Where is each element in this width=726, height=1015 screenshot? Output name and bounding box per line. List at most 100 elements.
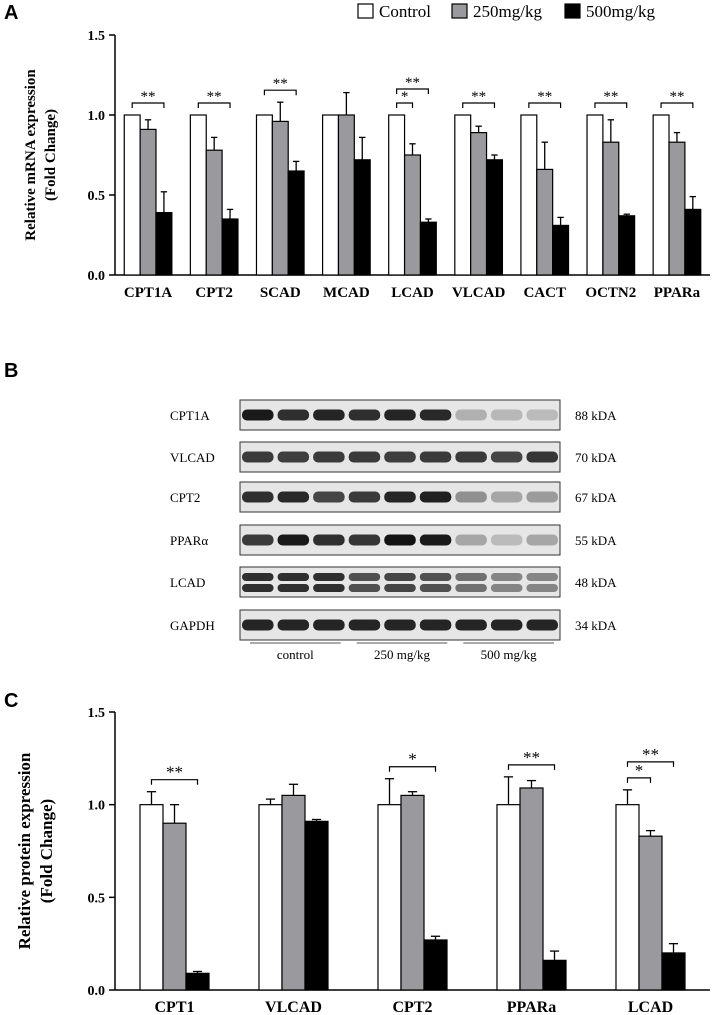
bar (155, 212, 173, 276)
blot-band (348, 534, 381, 546)
y-axis-label-line2: (Fold Change) (43, 109, 59, 201)
legend-swatch (564, 3, 581, 19)
blot-band (419, 619, 452, 631)
blot-band (384, 573, 416, 581)
blot-kda-label: 55 kDA (575, 533, 617, 548)
bar (470, 132, 488, 276)
bar (185, 972, 210, 991)
blot-band (348, 584, 381, 592)
blot-band (348, 409, 381, 421)
significance-mark: * (408, 750, 417, 769)
category-label: PPARa (654, 285, 701, 300)
blot-kda-label: 88 kDA (575, 408, 617, 423)
blot-band (526, 584, 558, 592)
blot-band (526, 573, 558, 581)
significance-bracket (131, 102, 165, 108)
blot-band (384, 491, 416, 503)
blot-band (242, 619, 274, 631)
blot-band (490, 409, 523, 421)
bar (258, 804, 283, 991)
panel-label-c: C (4, 690, 19, 712)
bar (586, 114, 604, 276)
bar (661, 952, 686, 991)
blot-band (277, 584, 310, 592)
blot-band (419, 409, 452, 421)
blot-band (419, 573, 452, 581)
category-label: LCAD (391, 285, 434, 300)
significance-bracket (626, 777, 652, 783)
bar (403, 154, 422, 276)
blot-band (455, 619, 487, 631)
panel-label-b: B (4, 360, 19, 382)
blot-band (348, 573, 381, 581)
blot-band (526, 619, 558, 631)
bar (542, 959, 567, 991)
category-label: CPT2 (195, 285, 233, 300)
bar (255, 114, 273, 276)
bar (615, 804, 640, 991)
bar (377, 804, 402, 991)
blot-kda-label: 67 kDA (575, 490, 617, 505)
blot-band (384, 584, 416, 592)
blot-band (419, 491, 452, 503)
bar (139, 804, 164, 991)
blot-band (526, 534, 558, 546)
significance-bracket (150, 779, 199, 785)
significance-mark: * (635, 761, 644, 780)
blot-band (384, 534, 416, 546)
blot-band (348, 619, 381, 631)
y-tick-label: 1.0 (88, 799, 106, 814)
bar (520, 114, 538, 276)
blot-band (242, 534, 274, 546)
significance-bracket (528, 102, 562, 108)
blot-band (455, 409, 487, 421)
category-label: VLCAD (265, 999, 322, 1015)
blot-band (490, 491, 523, 503)
blot-group-label: control (277, 647, 314, 662)
mrna-bar-chart: Control 250mg/kg 500mg/kg 0.0 0.5 1.0 1.5 Relat… (23, 2, 710, 300)
y-tick-label: 0.0 (88, 269, 106, 284)
y-axis-label-line1: Relative mRNA expression (23, 69, 39, 241)
y-tick-label: 0.5 (88, 189, 106, 204)
legend-label: 500mg/kg (586, 2, 655, 21)
significance-mark: ** (523, 748, 540, 767)
bar (281, 794, 306, 991)
blot-band (455, 573, 487, 581)
bar (400, 794, 425, 991)
y-tick-label: 1.0 (88, 109, 106, 124)
significance-bracket (626, 761, 675, 767)
bar (668, 141, 686, 276)
blot-band (455, 451, 487, 463)
blot-band (419, 584, 452, 592)
blot-band (277, 619, 310, 631)
blot-protein-label: PPARα (170, 533, 208, 548)
blot-band (277, 451, 310, 463)
blot-band (490, 573, 523, 581)
blot-kda-label: 34 kDA (575, 618, 617, 633)
bar (652, 114, 670, 276)
category-label: OCTN2 (585, 285, 636, 300)
significance-mark: ** (273, 76, 288, 92)
significance-mark: ** (405, 75, 420, 91)
significance-bracket (660, 102, 694, 108)
blot-band (384, 409, 416, 421)
significance-mark: ** (141, 89, 156, 105)
blot-band (313, 619, 345, 631)
blot-strip (239, 566, 561, 598)
category-label: CPT1 (155, 999, 195, 1015)
bar (271, 120, 289, 276)
blot-band (455, 491, 487, 503)
blot-band (277, 491, 310, 503)
category-label: VLCAD (452, 285, 506, 300)
protein-bar-chart: 0.0 0.5 1.0 1.5 Relative protein expression(… (15, 706, 710, 1015)
blot-band (313, 409, 345, 421)
category-label: MCAD (323, 285, 370, 300)
blot-band (313, 491, 345, 503)
bar (287, 170, 305, 276)
bar (602, 141, 620, 276)
blot-group-label: 500 mg/kg (481, 647, 537, 662)
significance-bracket (594, 102, 628, 108)
y-tick-label: 0.5 (88, 891, 106, 906)
bar (454, 114, 472, 276)
blot-band (242, 584, 274, 592)
